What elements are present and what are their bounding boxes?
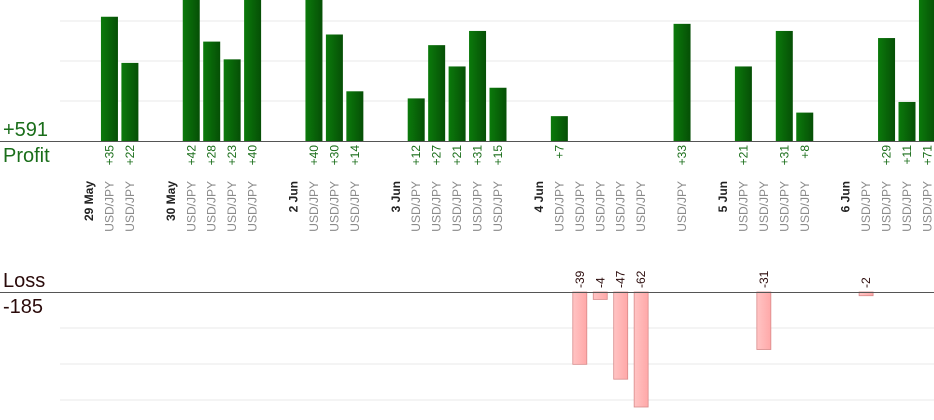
profit-value-label: +23	[225, 145, 239, 166]
profit-value-label: +31	[471, 145, 485, 166]
pair-label: USD/JPY	[307, 181, 321, 232]
pair-label: USD/JPY	[491, 181, 505, 232]
pair-label: USD/JPY	[593, 181, 607, 232]
profit-value-label: +29	[880, 145, 894, 166]
profit-bar	[325, 34, 343, 141]
date-label: 5 Jun	[716, 181, 730, 212]
profit-bar	[182, 0, 200, 141]
pair-label: USD/JPY	[614, 181, 628, 232]
profit-bar	[223, 59, 241, 141]
profit-value-label: +71	[920, 145, 934, 166]
pair-label: USD/JPY	[736, 181, 750, 232]
profit-bar	[346, 91, 364, 141]
profit-bar	[775, 30, 793, 142]
loss-bar	[633, 291, 649, 408]
loss-bar	[572, 291, 588, 365]
pair-label: USD/JPY	[123, 181, 137, 232]
pair-label: USD/JPY	[348, 181, 362, 232]
profit-value-label: +40	[246, 145, 260, 166]
profit-value-label: +33	[675, 145, 689, 166]
date-label: 4 Jun	[532, 181, 546, 212]
profit-value-label: +35	[102, 145, 116, 166]
profit-bar	[428, 45, 446, 141]
loss-value-label: -47	[614, 270, 628, 288]
loss-bar	[756, 291, 772, 350]
profit-value-label: +31	[777, 145, 791, 166]
profit-bar	[489, 87, 507, 141]
profit-value-label: +28	[205, 145, 219, 166]
loss-bar	[613, 291, 629, 380]
date-label: 29 May	[82, 181, 96, 221]
pair-label: USD/JPY	[102, 181, 116, 232]
profit-bar	[796, 112, 814, 141]
profit-bar	[918, 0, 934, 141]
pair-label: USD/JPY	[225, 181, 239, 232]
loss-value-label: -31	[757, 270, 771, 288]
profit-bar	[305, 0, 323, 141]
loss-value-label: -4	[593, 277, 607, 288]
pair-label: USD/JPY	[327, 181, 341, 232]
pair-label: USD/JPY	[409, 181, 423, 232]
pair-label: USD/JPY	[777, 181, 791, 232]
profit-bars	[100, 0, 934, 142]
profit-bar	[407, 98, 425, 141]
profit-bar	[550, 116, 568, 141]
loss-label: Loss	[3, 270, 46, 292]
profit-bar	[203, 41, 221, 141]
profit-value-label: +30	[327, 145, 341, 166]
profit-value-label: +21	[450, 145, 464, 166]
profit-value-label: +15	[491, 145, 505, 166]
loss-value-label: -2	[859, 277, 873, 288]
profit-label: Profit	[3, 145, 50, 167]
pair-label: USD/JPY	[246, 181, 260, 232]
profit-value-label: +8	[798, 145, 812, 159]
column-labels: 29 May USD/JPY +35 USD/JPY +22 30 May USD/JPY +…	[82, 145, 934, 288]
pair-label: USD/JPY	[430, 181, 444, 232]
profit-bar	[469, 30, 487, 142]
pair-label: USD/JPY	[205, 181, 219, 232]
profit-value-label: +7	[552, 145, 566, 159]
pair-label: USD/JPY	[471, 181, 485, 232]
pair-label: USD/JPY	[859, 181, 873, 232]
pair-label: USD/JPY	[757, 181, 771, 232]
pair-label: USD/JPY	[880, 181, 894, 232]
pair-label: USD/JPY	[634, 181, 648, 232]
profit-value-label: +42	[184, 145, 198, 166]
profit-bar	[100, 16, 118, 141]
profit-value-label: +40	[307, 145, 321, 166]
profit-value-label: +14	[348, 145, 362, 166]
loss-value-label: -62	[634, 270, 648, 288]
loss-total: -185	[3, 296, 44, 318]
profit-value-label: +27	[430, 145, 444, 166]
profit-bar	[121, 62, 139, 141]
profit-bar	[878, 38, 896, 141]
date-label: 2 Jun	[287, 181, 301, 212]
loss-bars	[572, 291, 874, 408]
profit-value-label: +22	[123, 145, 137, 166]
pair-label: USD/JPY	[552, 181, 566, 232]
profit-bar	[734, 66, 752, 141]
date-label: 30 May	[164, 181, 178, 221]
date-label: 6 Jun	[839, 181, 853, 212]
profit-bar	[244, 0, 262, 141]
profit-bar	[448, 66, 466, 141]
profit-value-label: +21	[736, 145, 750, 166]
pair-label: USD/JPY	[675, 181, 689, 232]
profit-value-label: +12	[409, 145, 423, 166]
pair-label: USD/JPY	[920, 181, 934, 232]
pair-label: USD/JPY	[900, 181, 914, 232]
profit-total: +591	[3, 119, 49, 141]
pair-label: USD/JPY	[573, 181, 587, 232]
loss-bar	[592, 291, 608, 300]
pair-label: USD/JPY	[450, 181, 464, 232]
pair-label: USD/JPY	[184, 181, 198, 232]
date-label: 3 Jun	[389, 181, 403, 212]
profit-bar	[898, 101, 916, 141]
pair-label: USD/JPY	[798, 181, 812, 232]
loss-value-label: -39	[573, 270, 587, 288]
profit-bar	[673, 23, 691, 142]
profit-value-label: +11	[900, 145, 914, 165]
